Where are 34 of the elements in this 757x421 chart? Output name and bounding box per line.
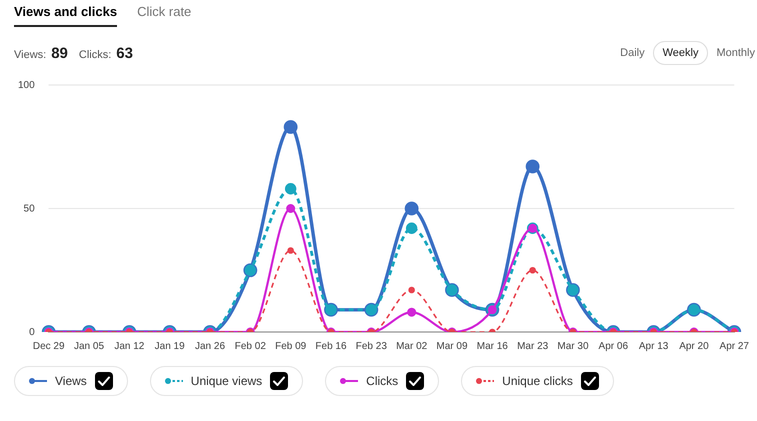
x-tick-label: Jan 05 bbox=[74, 340, 104, 352]
legend-label: Unique views bbox=[190, 374, 262, 388]
text: Daily bbox=[620, 47, 645, 59]
x-tick-label: Mar 23 bbox=[517, 340, 549, 352]
x-tick-label: Jan 12 bbox=[114, 340, 145, 352]
x-tick-label: Feb 02 bbox=[234, 340, 266, 352]
text: 63 bbox=[116, 44, 133, 62]
y-tick-label: 0 bbox=[29, 326, 36, 338]
x-tick-label: Feb 16 bbox=[315, 340, 347, 352]
x-tick-label: Feb 09 bbox=[275, 340, 307, 352]
x-tick-label: Mar 30 bbox=[557, 340, 589, 352]
y-tick-label: 100 bbox=[18, 80, 36, 91]
legend-label: Views bbox=[55, 374, 87, 388]
text: Click rate bbox=[137, 4, 192, 21]
x-tick-label: Mar 16 bbox=[476, 340, 508, 352]
x-tick-label: Feb 23 bbox=[356, 340, 388, 352]
legend-label: Unique clicks bbox=[502, 374, 573, 388]
x-tick-label: Dec 29 bbox=[32, 340, 65, 352]
text: Weekly bbox=[652, 41, 708, 65]
text: Views: bbox=[14, 48, 46, 60]
legend-label: Clicks bbox=[366, 374, 398, 388]
text: Clicks: bbox=[78, 48, 112, 60]
text: Monthly bbox=[716, 47, 755, 59]
x-tick-label: Apr 20 bbox=[679, 340, 710, 352]
x-tick-label: Jan 19 bbox=[154, 340, 186, 352]
text: 89 bbox=[51, 44, 68, 62]
x-tick-label: Apr 27 bbox=[720, 340, 750, 352]
x-tick-label: Mar 02 bbox=[396, 340, 428, 352]
x-tick-label: Jan 26 bbox=[194, 340, 226, 352]
x-tick-label: Mar 09 bbox=[436, 340, 468, 352]
x-tick-label: Apr 13 bbox=[638, 340, 669, 352]
text: Views and clicks bbox=[14, 4, 118, 27]
y-tick-label: 50 bbox=[24, 203, 36, 214]
x-tick-label: Apr 06 bbox=[598, 340, 628, 352]
